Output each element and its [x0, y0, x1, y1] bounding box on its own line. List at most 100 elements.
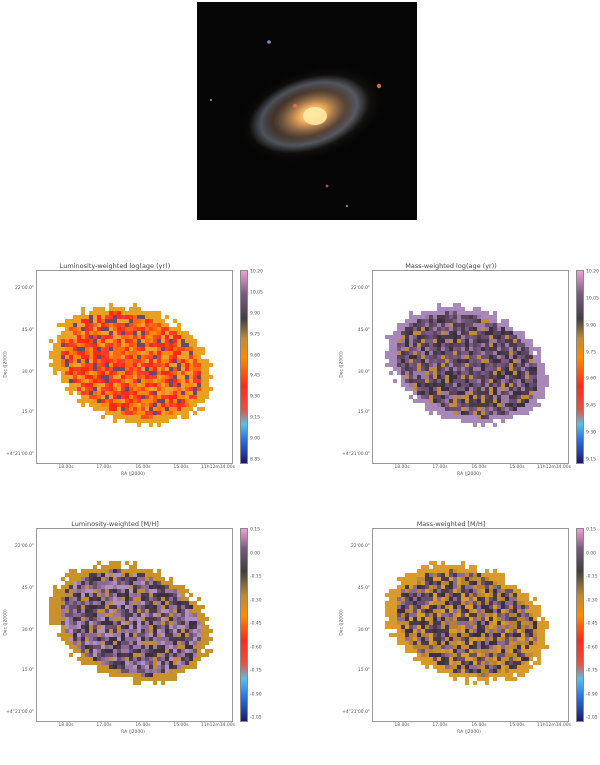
map-frame — [372, 270, 569, 464]
panel-lum-age: Luminosity-weighted log(age (yr)) Dec (J… — [0, 262, 300, 507]
y-tick: 15.0" — [21, 410, 34, 415]
colorbar — [240, 528, 248, 722]
colorbar-tick: -1.05 — [586, 715, 598, 721]
y-tick: 45.0" — [357, 586, 370, 591]
x-tick: 16.00s — [471, 465, 487, 470]
map-frame — [36, 528, 233, 722]
colorbar-tick: 10.20 — [586, 269, 599, 275]
x-tick: 16.00s — [471, 723, 487, 728]
x-axis-label: RA (J2000) — [121, 472, 145, 477]
panel-title: Luminosity-weighted log(age (yr)) — [59, 262, 171, 270]
panel-mass-metallicity: Mass-weighted [M/H] Dec (J2000) 22'00.0"… — [336, 520, 600, 765]
y-tick: 15.0" — [357, 668, 370, 673]
colorbar-tick: -0.45 — [586, 621, 598, 627]
colorbar-tick: 9.30 — [586, 430, 597, 436]
y-tick: 45.0" — [21, 586, 34, 591]
pixel-map — [49, 561, 213, 685]
y-tick: 45.0" — [21, 328, 34, 333]
colorbar-tick: 10.05 — [586, 296, 599, 302]
colorbar-tick: 0.15 — [586, 527, 597, 533]
x-tick: 17.00s — [432, 723, 448, 728]
pixel-map — [385, 303, 549, 427]
colorbar-tick: 0.00 — [586, 551, 597, 556]
colorbar-tick: -1.05 — [250, 715, 262, 721]
colorbar-tick: -0.30 — [250, 598, 262, 603]
colorbar — [240, 270, 248, 464]
y-tick: 30.0" — [357, 628, 370, 633]
colorbar-tick: 10.20 — [250, 269, 263, 275]
colorbar-tick: 9.15 — [586, 457, 597, 463]
colorbar-tick: 9.30 — [250, 394, 261, 400]
y-tick: 45.0" — [357, 328, 370, 333]
colorbar-tick: -0.45 — [250, 621, 262, 627]
x-tick: 11h12m14.00s — [537, 723, 571, 728]
y-tick: 15.0" — [21, 668, 34, 673]
y-tick: +4°21'00.0" — [6, 452, 34, 457]
x-axis-label: RA (J2000) — [121, 730, 145, 735]
x-tick: 18.00s — [394, 723, 410, 728]
panel-mass-age: Mass-weighted log(age (yr)) Dec (J2000) … — [336, 262, 600, 507]
pixel-map — [385, 561, 549, 685]
x-tick: 15.00s — [173, 465, 189, 470]
colorbar — [576, 270, 584, 464]
colorbar-tick: 10.05 — [250, 290, 263, 296]
y-tick: +4°21'00.0" — [6, 710, 34, 715]
y-tick: 22'00.0" — [350, 286, 370, 291]
colorbar-tick: 9.60 — [586, 376, 597, 382]
x-tick: 17.00s — [96, 465, 112, 470]
x-axis-label: RA (J2000) — [457, 730, 481, 735]
colorbar-tick: 9.75 — [250, 332, 261, 338]
colorbar-tick: 8.85 — [250, 457, 261, 463]
colorbar-tick: 0.15 — [250, 527, 261, 533]
colorbar-tick: -0.15 — [250, 574, 262, 580]
colorbar-tick: -0.30 — [586, 598, 598, 603]
x-tick: 15.00s — [509, 465, 525, 470]
map-frame — [372, 528, 569, 722]
x-tick: 16.00s — [135, 723, 151, 728]
panel-title: Mass-weighted log(age (yr)) — [405, 262, 497, 270]
y-axis-label: Dec (J2000) — [3, 609, 9, 636]
colorbar-tick: -0.75 — [250, 668, 262, 674]
y-axis-label: Dec (J2000) — [339, 351, 345, 378]
colorbar-tick: -0.60 — [586, 645, 598, 650]
colorbar-tick: 9.15 — [250, 415, 261, 421]
y-tick: 22'00.0" — [350, 544, 370, 549]
colorbar-tick: 9.45 — [586, 403, 597, 409]
panel-lum-metallicity: Luminosity-weighted [M/H] Dec (J2000) 22… — [0, 520, 300, 765]
colorbar-tick: 9.00 — [250, 436, 261, 442]
map-frame — [36, 270, 233, 464]
x-tick: 15.00s — [509, 723, 525, 728]
y-tick: 30.0" — [357, 370, 370, 375]
colorbar-tick: 9.45 — [250, 373, 261, 379]
x-tick: 16.00s — [135, 465, 151, 470]
y-axis-label: Dec (J2000) — [339, 609, 345, 636]
y-tick: +4°21'00.0" — [342, 710, 370, 715]
colorbar-tick: -0.15 — [586, 574, 598, 580]
x-tick: 18.00s — [58, 465, 74, 470]
pixel-map — [49, 303, 213, 427]
colorbar-tick: 9.90 — [250, 311, 261, 317]
panel-title: Mass-weighted [M/H] — [416, 520, 486, 528]
x-tick: 11h12m14.00s — [201, 723, 235, 728]
x-tick: 17.00s — [96, 723, 112, 728]
colorbar-tick: -0.75 — [586, 668, 598, 674]
colorbar-tick: -0.90 — [586, 692, 598, 697]
colorbar — [576, 528, 584, 722]
colorbar-tick: 9.75 — [586, 350, 597, 356]
x-tick: 11h12m14.00s — [537, 465, 571, 470]
x-tick: 15.00s — [173, 723, 189, 728]
colorbar-tick: -0.60 — [250, 645, 262, 650]
x-tick: 18.00s — [58, 723, 74, 728]
y-tick: 30.0" — [21, 370, 34, 375]
y-tick: +4°21'00.0" — [342, 452, 370, 457]
y-axis-label: Dec (J2000) — [3, 351, 9, 378]
colorbar-tick: 0.00 — [250, 551, 261, 556]
y-tick: 15.0" — [357, 410, 370, 415]
y-tick: 30.0" — [21, 628, 34, 633]
y-tick: 22'00.0" — [14, 286, 34, 291]
panel-title: Luminosity-weighted [M/H] — [71, 520, 159, 528]
colorbar-tick: -0.90 — [250, 692, 262, 697]
colorbar-tick: 9.90 — [586, 323, 597, 329]
y-tick: 22'00.0" — [14, 544, 34, 549]
colorbar-tick: 9.60 — [250, 353, 261, 359]
